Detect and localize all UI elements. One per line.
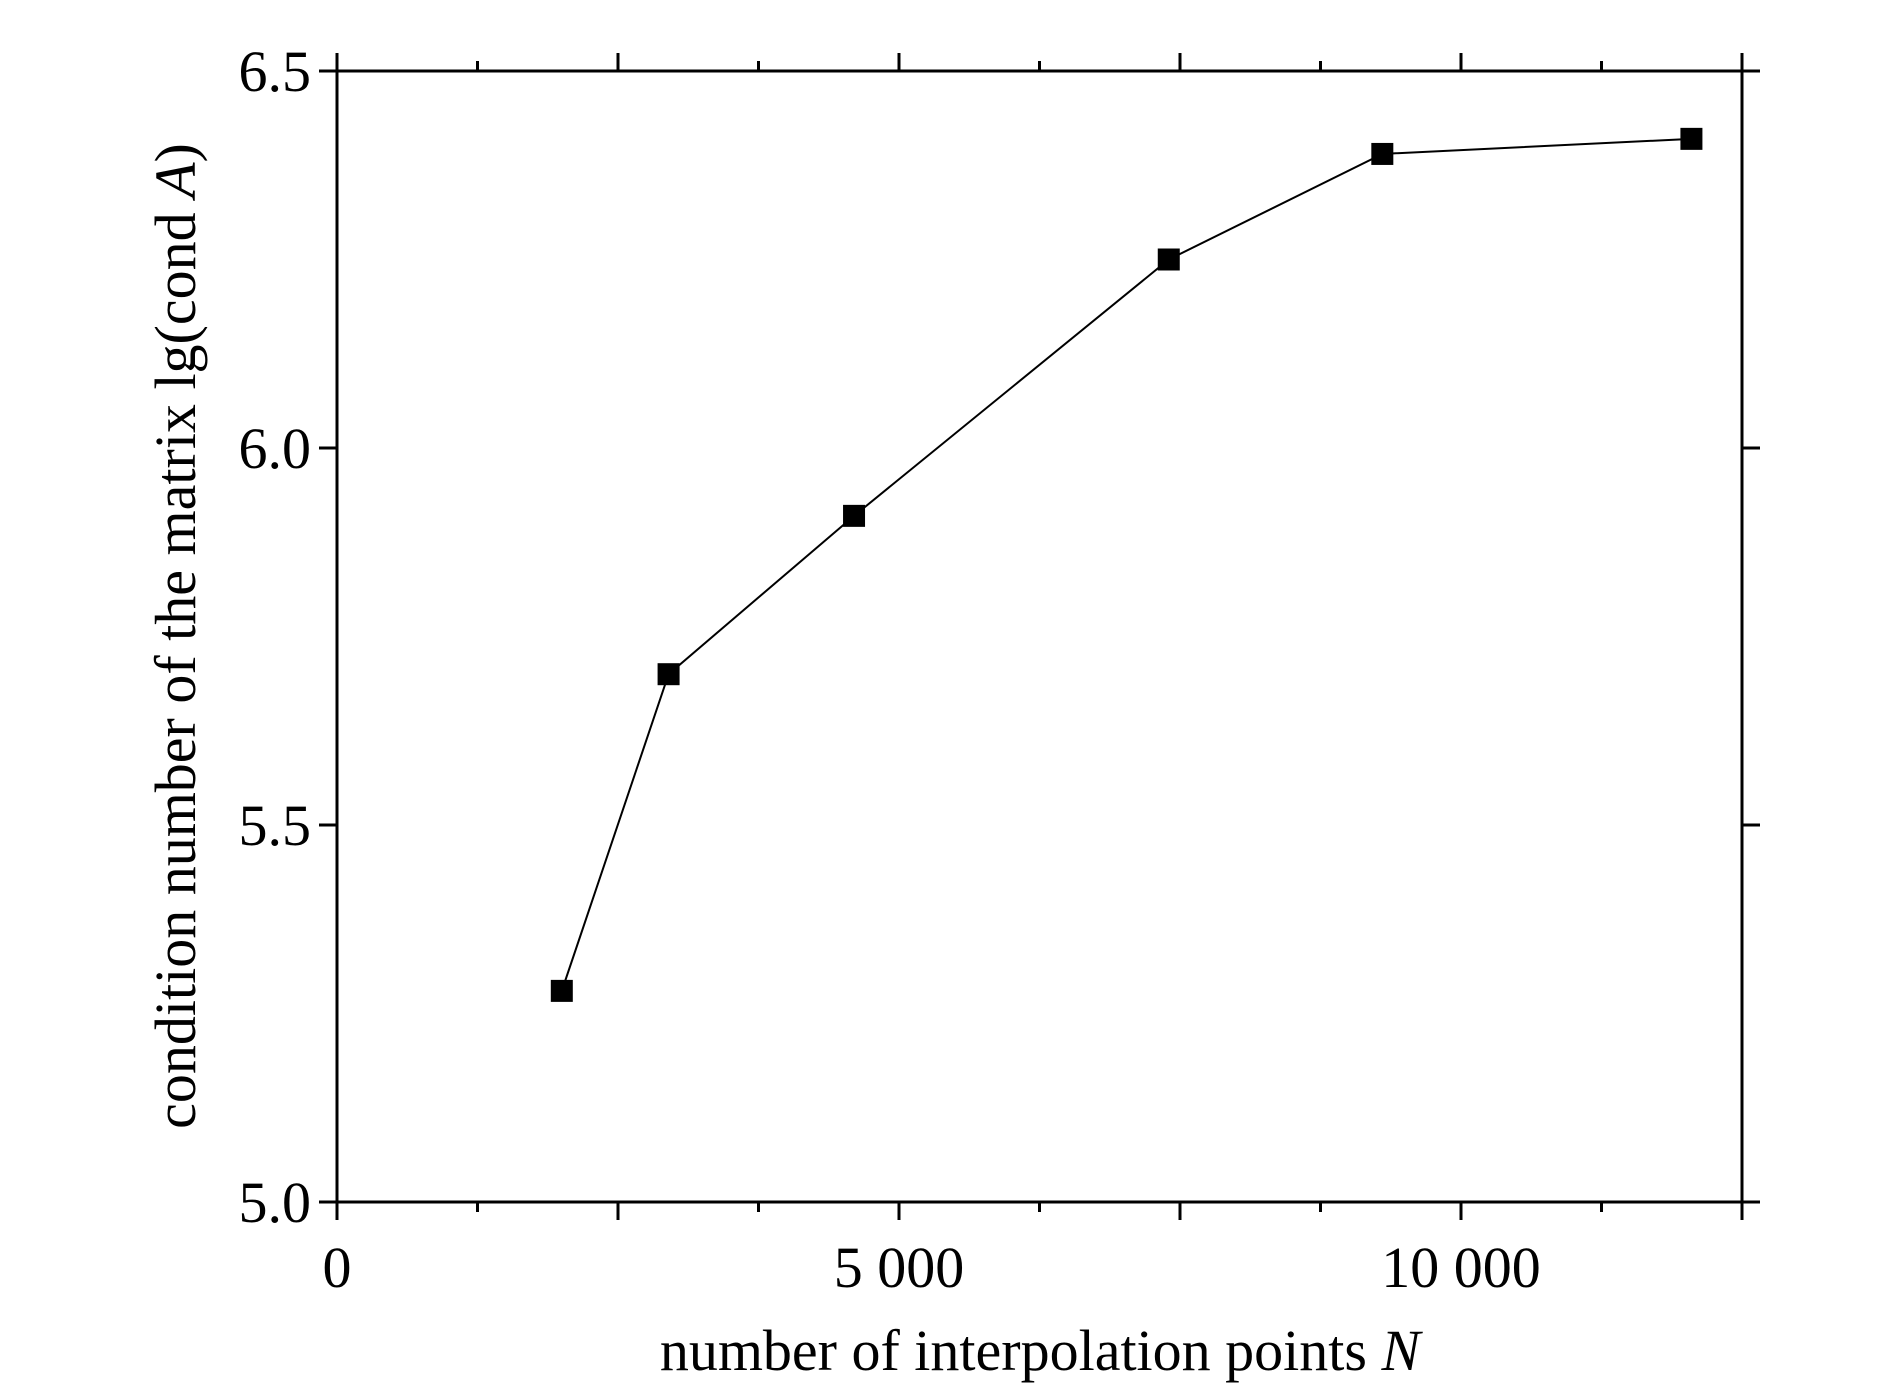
x-tick-label: 10 000: [1381, 1235, 1541, 1300]
data-point-marker: [1371, 142, 1394, 165]
y-axis-label: condition number of the matrix lg(cond A…: [143, 143, 208, 1129]
y-tick-label: 5.0: [239, 1170, 312, 1235]
data-point-marker: [657, 663, 680, 686]
data-point-marker: [843, 504, 866, 527]
y-tick-label: 6.5: [239, 39, 312, 104]
series-line: [560, 137, 1692, 992]
plot-frame: [335, 69, 1744, 1204]
y-tick-label: 5.5: [239, 793, 312, 858]
data-point-marker: [1680, 127, 1703, 150]
data-point-marker: [550, 979, 573, 1002]
data-point-marker: [1157, 248, 1180, 271]
series-polyline: [560, 137, 1692, 992]
y-tick-label: 6.0: [239, 416, 312, 481]
x-axis-label: number of interpolation points N: [660, 1318, 1424, 1383]
x-tick-label: 0: [323, 1235, 352, 1300]
series-markers: [550, 127, 1703, 1002]
y-ticks: 5.0 5.5 6.0 6.5: [239, 39, 1760, 1235]
x-tick-label: 5 000: [834, 1235, 965, 1300]
x-ticks: 0 5 000 10 000: [323, 53, 1744, 1300]
